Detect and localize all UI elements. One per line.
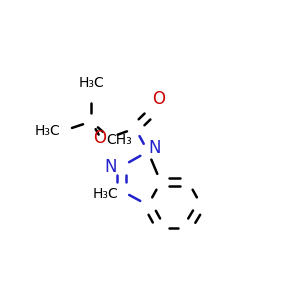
Text: CH₃: CH₃ xyxy=(106,133,132,147)
Text: H₃C: H₃C xyxy=(79,76,104,90)
Text: N: N xyxy=(105,158,117,175)
Text: H₃C: H₃C xyxy=(92,187,118,201)
Text: O: O xyxy=(152,90,165,108)
Text: H₃C: H₃C xyxy=(34,124,60,138)
Text: O: O xyxy=(93,129,106,147)
Text: N: N xyxy=(149,139,161,157)
